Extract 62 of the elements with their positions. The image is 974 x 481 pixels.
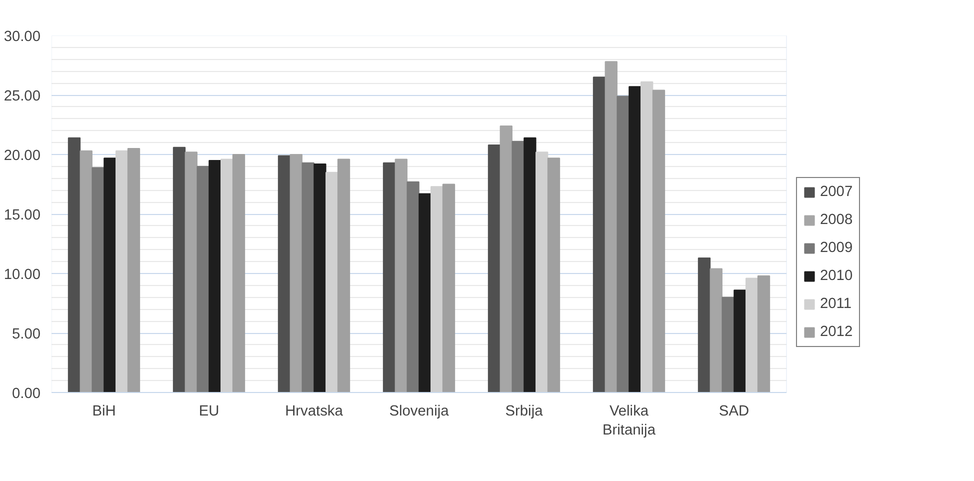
y-tick-label: 10.00 [4,267,41,283]
bar [746,278,758,392]
bar [172,146,186,392]
bar [592,76,606,392]
bar [512,140,524,392]
x-tick-label: Slovenija [389,404,450,420]
x-tick-label: Velika Britanija [602,404,656,439]
bar [208,160,222,392]
legend-label: 2009 [820,240,853,256]
y-tick-label: 30.00 [4,29,41,45]
bar [604,61,618,392]
bar [547,158,560,392]
bar [500,125,512,392]
legend-label: 2012 [820,324,853,340]
bar [232,154,246,392]
bar [652,90,666,392]
y-tick-label: 5.00 [12,326,41,342]
bar [394,158,408,392]
bar [92,167,104,392]
bar [536,152,548,392]
bar [710,268,722,392]
legend-label: 2010 [820,268,853,284]
bar [757,275,770,392]
bar [488,144,501,392]
x-tick-label: Hrvatska [285,404,344,420]
legend-label: 2008 [820,212,853,228]
bar [698,258,711,392]
bar [616,96,630,392]
legend-label: 2007 [820,184,853,200]
y-tick-label: 20.00 [4,148,41,164]
bar [68,137,81,392]
bar [722,296,734,392]
bar [302,162,314,392]
x-tick-label: Srbija [505,404,544,420]
bar [220,158,234,392]
y-tick-label: 15.00 [4,208,41,224]
bar [314,164,326,392]
bar [116,150,128,392]
bar [628,86,642,392]
bar [430,186,444,392]
y-tick-label: 25.00 [4,88,41,104]
x-tick-label: EU [198,404,220,420]
y-tick-label: 0.00 [12,386,41,402]
bar [80,150,92,392]
bar [278,155,291,392]
bar [406,181,420,392]
bar [640,81,654,392]
bar [524,137,536,392]
bar [196,166,210,392]
legend-label: 2011 [820,296,852,312]
bar [734,290,746,392]
bar [290,154,302,392]
bar [104,158,116,392]
bar [442,184,456,392]
bar [382,162,396,392]
bar [337,158,350,392]
x-tick-label: SAD [718,404,750,420]
bar [326,172,338,392]
bar [127,148,140,392]
bar [418,193,432,392]
x-tick-label: BiH [92,404,116,420]
bar [184,152,198,392]
